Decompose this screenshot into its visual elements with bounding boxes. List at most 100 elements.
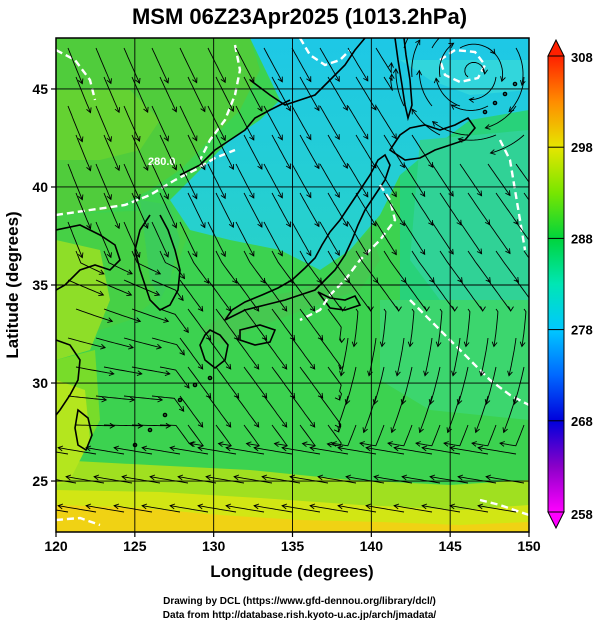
streamline-arrowhead xyxy=(419,16,424,21)
y-axis-label: Latitude (degrees) xyxy=(3,211,22,358)
streamline xyxy=(464,62,486,78)
streamline xyxy=(159,134,177,170)
streamline xyxy=(271,308,296,341)
plot-title: MSM 06Z23Apr2025 (1013.2hPa) xyxy=(131,4,468,29)
streamline xyxy=(123,279,160,296)
streamline-arrowhead xyxy=(257,105,263,112)
streamline-arrowhead xyxy=(233,392,240,399)
streamline xyxy=(480,337,489,376)
streamline xyxy=(403,221,426,255)
streamline xyxy=(374,476,413,484)
streamline-arrowhead xyxy=(542,277,547,282)
streamline xyxy=(411,108,441,136)
streamline-arrowhead xyxy=(457,137,464,143)
streamline-arrowhead xyxy=(141,445,148,452)
streamline-arrowhead xyxy=(163,317,170,323)
streamline xyxy=(67,395,107,401)
streamline xyxy=(452,337,461,376)
streamline-arrowhead xyxy=(78,78,84,85)
streamline xyxy=(159,424,190,444)
streamline-arrowhead xyxy=(484,399,491,405)
streamline xyxy=(271,424,289,447)
streamline-arrowhead xyxy=(285,221,291,228)
streamline xyxy=(215,424,233,447)
streamline-arrowhead xyxy=(500,76,506,83)
streamline-arrowhead xyxy=(205,392,212,399)
streamline xyxy=(291,105,312,140)
streamline xyxy=(243,192,263,228)
streamline xyxy=(114,505,153,513)
streamline-arrowhead xyxy=(480,306,486,312)
colorbar-tick-label: 288 xyxy=(571,231,593,246)
streamline xyxy=(291,395,316,428)
streamline-arrowhead xyxy=(281,363,288,370)
streamline-arrowhead xyxy=(316,277,322,284)
streamline xyxy=(150,476,189,484)
streamline-arrowhead xyxy=(334,394,341,401)
streamline xyxy=(235,337,260,370)
streamline-arrowhead xyxy=(542,219,547,224)
streamline xyxy=(291,221,312,256)
streamline-arrowhead xyxy=(184,382,190,389)
streamline xyxy=(375,47,392,75)
streamline xyxy=(262,476,301,484)
streamline xyxy=(347,105,369,140)
streamline xyxy=(159,250,185,279)
colorbar-tick-label: 308 xyxy=(571,50,593,65)
streamline-arrowhead xyxy=(183,327,189,334)
streamline xyxy=(235,163,255,199)
streamline-arrowhead xyxy=(499,441,505,447)
streamline-arrowhead xyxy=(306,192,312,199)
streamline xyxy=(450,505,489,513)
streamline xyxy=(319,337,342,370)
streamline xyxy=(159,192,177,228)
streamline-arrowhead xyxy=(519,341,526,348)
streamline xyxy=(478,447,517,455)
streamline xyxy=(56,451,69,455)
streamline xyxy=(95,337,134,349)
streamline-arrowhead xyxy=(249,250,255,257)
streamline-arrowhead xyxy=(78,194,84,201)
streamline-arrowhead xyxy=(337,445,344,452)
streamline-arrowhead xyxy=(171,164,178,171)
streamline xyxy=(123,47,140,84)
streamline-arrowhead xyxy=(232,277,238,284)
streamline-arrowhead xyxy=(432,121,438,127)
streamline xyxy=(396,337,405,376)
streamline-arrowhead xyxy=(428,399,435,405)
streamline xyxy=(430,476,469,484)
streamline-arrowhead xyxy=(135,193,141,200)
streamline-arrowhead xyxy=(285,163,291,170)
streamline xyxy=(338,505,377,513)
streamline-arrowhead xyxy=(249,76,255,83)
streamline xyxy=(95,47,112,84)
streamline xyxy=(235,221,255,257)
streamline-arrowhead xyxy=(281,503,288,510)
streamline-arrowhead xyxy=(463,341,470,348)
streamline-arrowhead xyxy=(421,503,428,510)
streamline xyxy=(394,505,433,513)
streamline-arrowhead xyxy=(163,135,169,142)
streamline-arrowhead xyxy=(428,220,434,226)
streamline-arrowhead xyxy=(225,503,232,510)
streamline-arrowhead xyxy=(340,306,346,312)
streamline-arrowhead xyxy=(163,251,169,258)
streamline xyxy=(282,447,321,455)
streamline-arrowhead xyxy=(192,135,198,142)
streamline xyxy=(151,337,185,356)
streamline-arrowhead xyxy=(126,290,133,297)
streamline xyxy=(75,308,113,322)
streamline xyxy=(383,134,405,168)
streamline xyxy=(432,121,469,136)
streamline-arrowhead xyxy=(220,193,226,200)
streamline xyxy=(299,308,324,341)
streamline xyxy=(523,250,529,259)
streamline xyxy=(198,505,237,513)
streamline xyxy=(383,250,407,283)
streamline-arrowhead xyxy=(520,79,526,87)
streamline xyxy=(103,308,141,322)
streamline-arrowhead xyxy=(126,269,133,275)
streamline-arrowhead xyxy=(334,134,340,140)
